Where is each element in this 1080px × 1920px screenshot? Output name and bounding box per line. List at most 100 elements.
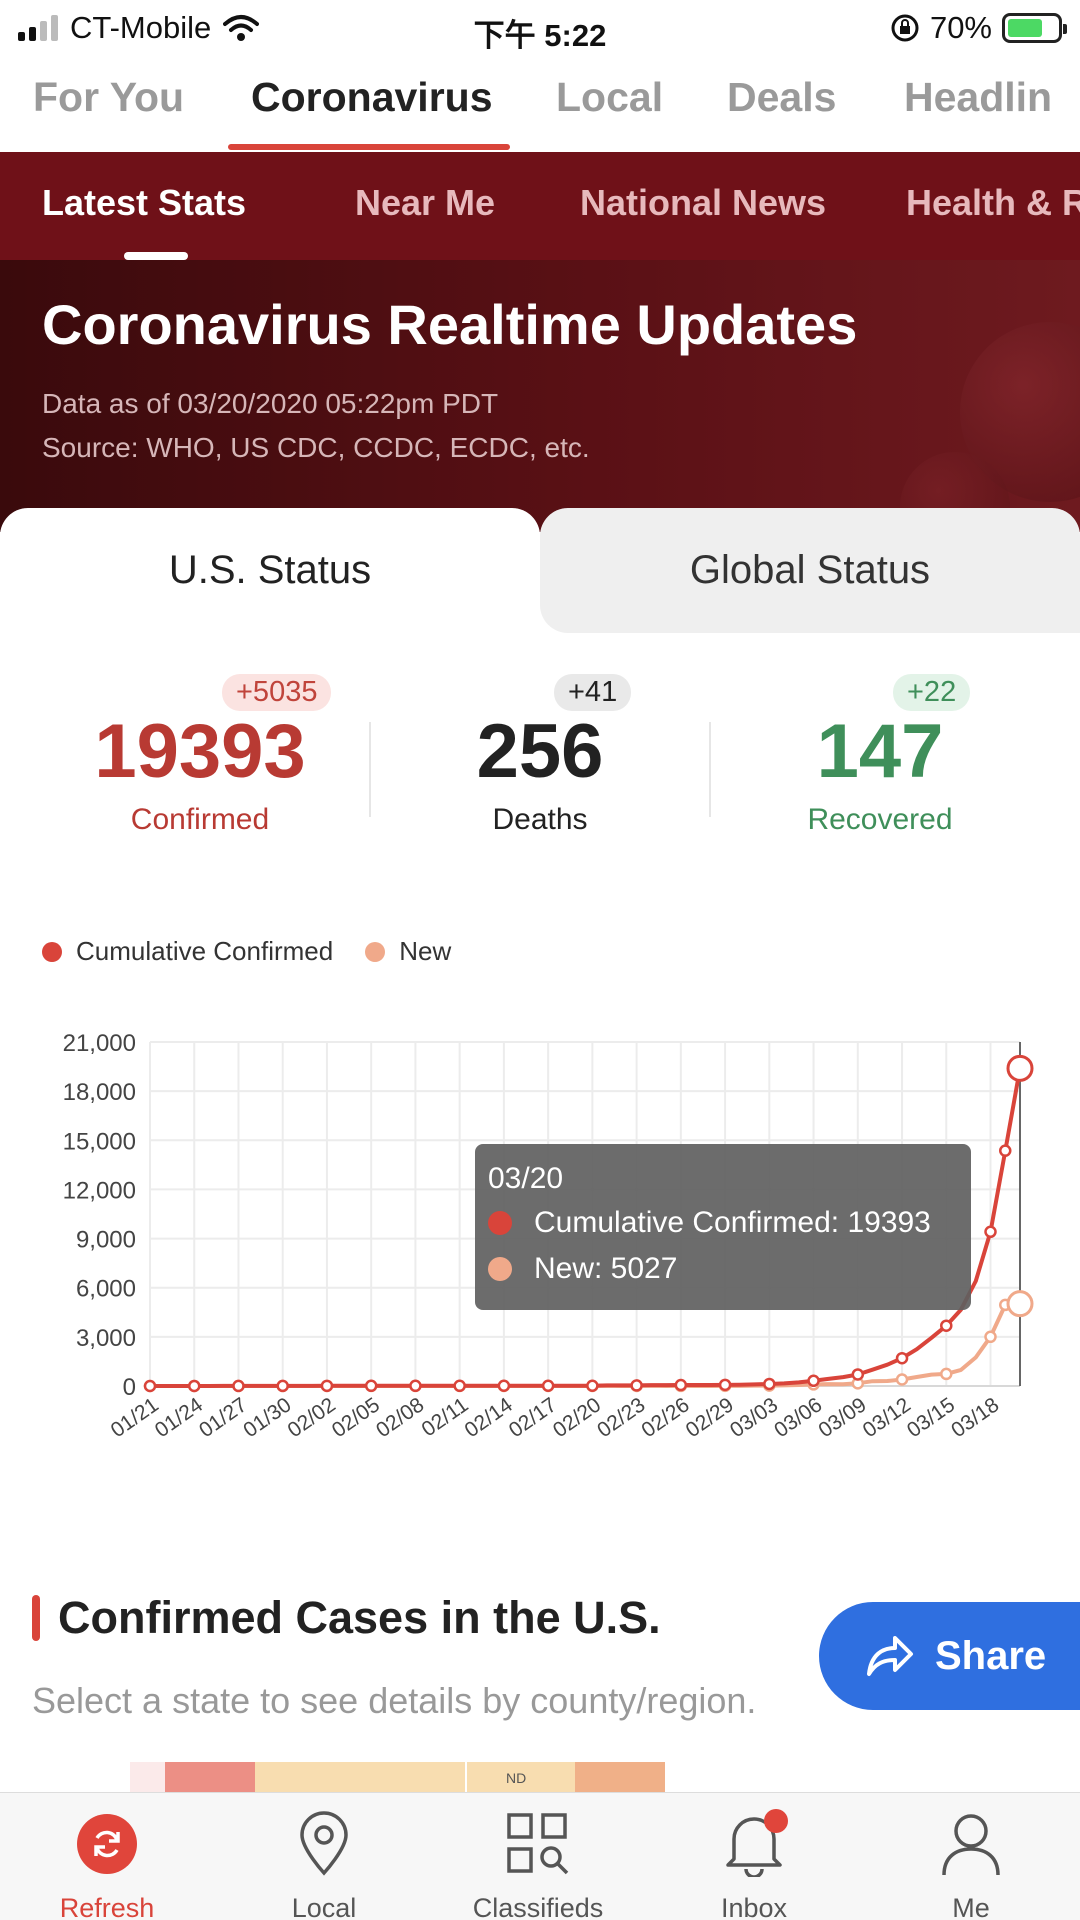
- sub-tabs: Latest Stats Near Me National News Healt…: [0, 152, 1080, 260]
- y-tick-label: 15,000: [63, 1128, 136, 1155]
- data-point-cumulative: [143, 1379, 157, 1393]
- subtab-national-news[interactable]: National News: [580, 182, 827, 223]
- map-state[interactable]: [575, 1762, 665, 1792]
- x-tick-label: 01/27: [195, 1393, 251, 1442]
- x-tick-label: 01/24: [151, 1393, 208, 1442]
- data-point-cumulative: [999, 1144, 1012, 1157]
- section-subtitle: Select a state to see details by county/…: [32, 1680, 757, 1721]
- x-tick-label: 02/11: [418, 1393, 473, 1441]
- us-state-map[interactable]: ND: [130, 1762, 710, 1792]
- data-point-cumulative: [984, 1225, 997, 1239]
- y-tick-label: 6,000: [76, 1276, 136, 1303]
- x-tick-label: 03/12: [859, 1393, 915, 1442]
- legend-new[interactable]: New: [399, 936, 452, 966]
- recovered-count: 147: [816, 709, 944, 794]
- data-point-cumulative: [541, 1379, 555, 1393]
- active-subtab-indicator: [124, 252, 188, 260]
- data-point-cumulative: [895, 1351, 909, 1365]
- data-point-new: [984, 1330, 997, 1344]
- refresh-icon: [77, 1814, 137, 1874]
- stat-divider: [709, 722, 711, 817]
- tab-headlines[interactable]: Headlin: [904, 74, 1053, 120]
- carrier-name: CT-Mobile: [70, 10, 212, 45]
- nav-local[interactable]: Local: [224, 1809, 424, 1920]
- battery-percent: 70%: [929, 10, 992, 45]
- recovered-delta-badge: +22: [893, 674, 971, 711]
- data-point-cumulative: [763, 1377, 776, 1391]
- notification-badge: [764, 1809, 788, 1833]
- chart-tooltip: 03/20 Cumulative Confirmed: 19393 New: 5…: [475, 1144, 971, 1310]
- data-point-cumulative: [276, 1379, 289, 1393]
- wifi-icon: [223, 15, 260, 41]
- tooltip-cumulative-dot: [488, 1211, 512, 1235]
- us-status-tab[interactable]: U.S. Status: [0, 508, 540, 633]
- new-legend-dot: [365, 941, 386, 962]
- data-point-cumulative: [364, 1379, 378, 1393]
- map-state[interactable]: [465, 1762, 575, 1792]
- data-point-cumulative: [940, 1319, 953, 1332]
- data-point-new: [895, 1373, 909, 1386]
- nav-refresh[interactable]: Refresh: [7, 1809, 207, 1920]
- classifieds-icon: [507, 1813, 569, 1875]
- nav-inbox[interactable]: Inbox: [654, 1809, 854, 1920]
- location-pin-icon: [300, 1811, 348, 1876]
- subtab-health[interactable]: Health & R: [906, 182, 1080, 223]
- signal-icon: [18, 15, 58, 41]
- y-tick-label: 9,000: [76, 1227, 136, 1254]
- data-source: Source: WHO, US CDC, CCDC, ECDC, etc.: [42, 432, 590, 463]
- tab-coronavirus[interactable]: Coronavirus: [251, 74, 493, 120]
- y-tick-label: 21,000: [63, 1030, 136, 1057]
- battery-icon: [1002, 13, 1067, 43]
- status-switch: Global Status U.S. Status: [0, 508, 1080, 633]
- data-point-cumulative: [1006, 1054, 1034, 1082]
- map-state-label: ND: [506, 1770, 527, 1786]
- section-heading: Confirmed Cases in the U.S.: [32, 1592, 661, 1644]
- person-icon: [942, 1814, 1000, 1876]
- confirmed-delta-badge: +5035: [222, 674, 332, 711]
- active-tab-indicator: [228, 144, 510, 150]
- rotation-lock-icon: [891, 14, 919, 42]
- share-label: Share: [935, 1633, 1047, 1678]
- x-tick-label: 02/29: [682, 1393, 738, 1442]
- map-state[interactable]: [165, 1762, 255, 1792]
- data-point-cumulative: [232, 1379, 245, 1393]
- share-icon: [867, 1636, 913, 1676]
- tab-for-you[interactable]: For You: [33, 74, 185, 120]
- global-status-tab[interactable]: Global Status: [540, 508, 1080, 633]
- tooltip-cumulative: Cumulative Confirmed: 19393: [534, 1206, 931, 1239]
- nav-inbox-label: Inbox: [720, 1893, 788, 1920]
- nav-me[interactable]: Me: [871, 1809, 1071, 1920]
- tab-deals[interactable]: Deals: [727, 74, 837, 120]
- legend-cumulative[interactable]: Cumulative Confirmed: [76, 936, 334, 966]
- data-point-cumulative: [497, 1379, 511, 1393]
- stat-divider: [369, 722, 371, 817]
- status-bar: CT-Mobile 下午 5:22 70%: [0, 0, 1080, 54]
- bell-icon: [726, 1817, 782, 1877]
- recovered-label: Recovered: [807, 803, 953, 836]
- data-point-new: [940, 1367, 953, 1381]
- data-point-cumulative: [409, 1379, 422, 1393]
- x-tick-label: 03/15: [903, 1393, 959, 1442]
- subtab-near-me[interactable]: Near Me: [355, 182, 496, 223]
- x-tick-label: 02/05: [328, 1393, 384, 1442]
- series-line-new: [150, 1301, 1021, 1388]
- data-point-cumulative: [674, 1378, 688, 1392]
- section-accent-bar: [32, 1595, 40, 1641]
- cases-line-chart[interactable]: 0 3,000 6,000 9,000 12,000 15,000 18,000 21,000…: [0, 1020, 1080, 1490]
- y-tick-label: 12,000: [63, 1177, 136, 1204]
- data-point-cumulative: [851, 1368, 865, 1381]
- subtab-latest-stats[interactable]: Latest Stats: [42, 182, 247, 223]
- x-tick-label: 02/14: [461, 1393, 518, 1442]
- map-state[interactable]: [255, 1762, 465, 1792]
- y-tick-label: 3,000: [76, 1325, 136, 1352]
- top-tabs: For You Coronavirus Local Deals Headlin: [0, 62, 1080, 152]
- data-point-new: [1006, 1290, 1034, 1318]
- tab-local[interactable]: Local: [556, 74, 664, 120]
- hero-banner: Latest Stats Near Me National News Healt…: [0, 152, 1080, 532]
- nav-classifieds[interactable]: Classifieds: [438, 1809, 638, 1920]
- nav-refresh-label: Refresh: [59, 1893, 155, 1920]
- deaths-count: 256: [476, 709, 604, 794]
- deaths-delta-badge: +41: [554, 674, 632, 711]
- share-button[interactable]: Share: [819, 1602, 1080, 1710]
- x-tick-label: 01/30: [239, 1393, 295, 1442]
